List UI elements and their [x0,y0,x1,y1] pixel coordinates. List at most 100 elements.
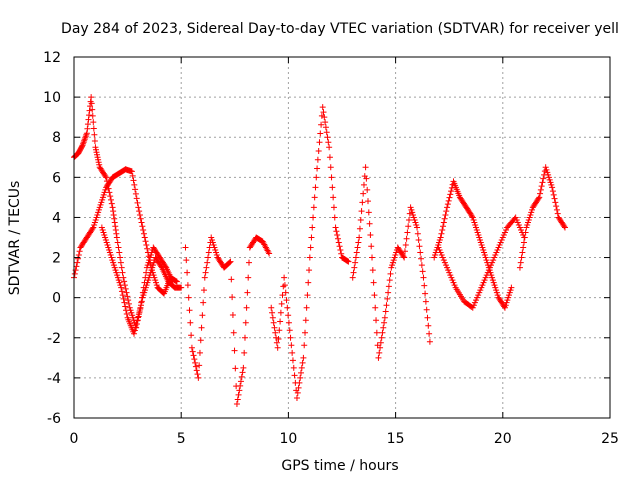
data-point-track-e [326,154,333,161]
data-point-track-i [519,249,526,256]
data-point-track-c [131,330,138,337]
data-point-track-i [540,175,547,182]
data-point-track-f [371,292,378,299]
data-point-track-c [110,262,117,269]
data-point-track-a [92,146,99,153]
data-point-track-f [355,239,362,246]
data-point-track-a [93,149,100,156]
data-point-track-d [205,254,211,261]
data-point-track-h [479,282,486,289]
data-point-track-e [317,130,324,137]
data-point-track-g [473,226,480,233]
data-point-track-d [200,299,207,306]
data-point-track-a [113,230,120,237]
data-point-track-d [192,363,199,370]
data-point-track-e [308,234,315,241]
data-point-track-f [392,252,399,259]
y-axis-ticks: -6 -4 -2 0 2 4 6 8 10 12 [43,50,610,427]
data-point-track-e [277,318,284,325]
data-point-track-f [400,253,407,260]
y-tick-label: 10 [43,90,61,106]
data-point-track-d [185,294,192,301]
data-point-track-a [118,264,125,271]
data-point-track-h [480,279,487,286]
data-point-track-i [536,194,543,201]
data-point-track-c [136,307,143,314]
data-point-track-f [407,204,414,211]
data-point-track-d [201,274,208,281]
data-point-track-e [277,309,284,316]
data-point-track-f [389,259,396,266]
data-point-track-e [331,214,338,221]
data-point-track-e [290,364,297,371]
data-point-track-h [501,229,508,236]
data-point-track-a [84,121,91,128]
data-point-track-b [98,199,105,206]
data-point-track-e [344,258,351,265]
data-point-track-a [126,304,133,311]
data-point-track-h [470,302,477,309]
data-point-track-f [370,279,377,286]
data-point-track-e [334,231,341,238]
data-point-track-d [212,247,219,254]
data-point-track-g [445,197,452,204]
data-point-track-h [440,257,447,264]
data-point-track-e [285,319,292,326]
data-point-track-f [362,164,369,171]
data-point-track-c [101,231,108,238]
data-point-track-g [489,277,496,284]
data-point-track-b [131,181,138,188]
data-point-track-g [505,294,512,301]
data-point-track-a [129,314,136,321]
data-point-track-a [119,269,126,276]
data-point-track-h [499,234,506,241]
data-point-track-c [115,277,122,284]
data-point-track-e [335,239,342,246]
data-point-track-a [145,277,152,284]
data-point-track-b [93,214,100,221]
data-point-track-a [108,200,115,207]
data-point-track-e [304,292,311,299]
data-point-track-i [535,195,542,202]
data-point-track-g [504,297,511,304]
data-point-track-d [230,329,237,336]
data-point-track-i [524,219,531,226]
data-point-track-e [293,394,300,401]
data-point-track-e [312,184,319,191]
data-point-track-f [382,308,389,315]
data-point-track-c [100,229,107,236]
data-point-track-h [516,224,523,231]
y-tick-label: 8 [52,130,61,146]
data-point-track-f [418,255,425,262]
data-point-track-d [229,311,236,318]
data-point-track-i [521,234,528,241]
data-point-track-d [238,373,245,380]
data-point-track-e [311,194,318,201]
data-point-track-b [153,282,160,289]
data-point-track-b [100,191,107,198]
data-point-track-c [139,289,146,296]
y-tick-label: -6 [47,411,61,427]
data-point-track-c [132,324,139,331]
data-point-track-h [493,249,500,256]
x-axis-title: GPS time / hours [281,458,398,474]
data-point-track-h [489,259,496,266]
data-point-track-a [116,249,123,256]
data-point-track-d [196,362,203,369]
data-point-track-f [408,206,415,213]
data-point-track-c [114,272,121,279]
data-point-track-e [281,282,288,289]
data-point-track-e [330,194,337,201]
data-point-track-e [299,359,306,366]
data-point-track-d [204,259,211,266]
data-point-track-f [390,257,397,264]
data-point-track-c [169,278,176,285]
data-point-track-e [295,384,302,391]
data-point-track-h [474,294,481,301]
data-point-track-a [102,173,109,180]
data-point-track-g [436,239,443,246]
data-point-track-e [314,156,321,163]
data-point-track-a [107,193,114,200]
data-point-track-h [512,214,519,221]
data-point-track-h [438,252,445,259]
